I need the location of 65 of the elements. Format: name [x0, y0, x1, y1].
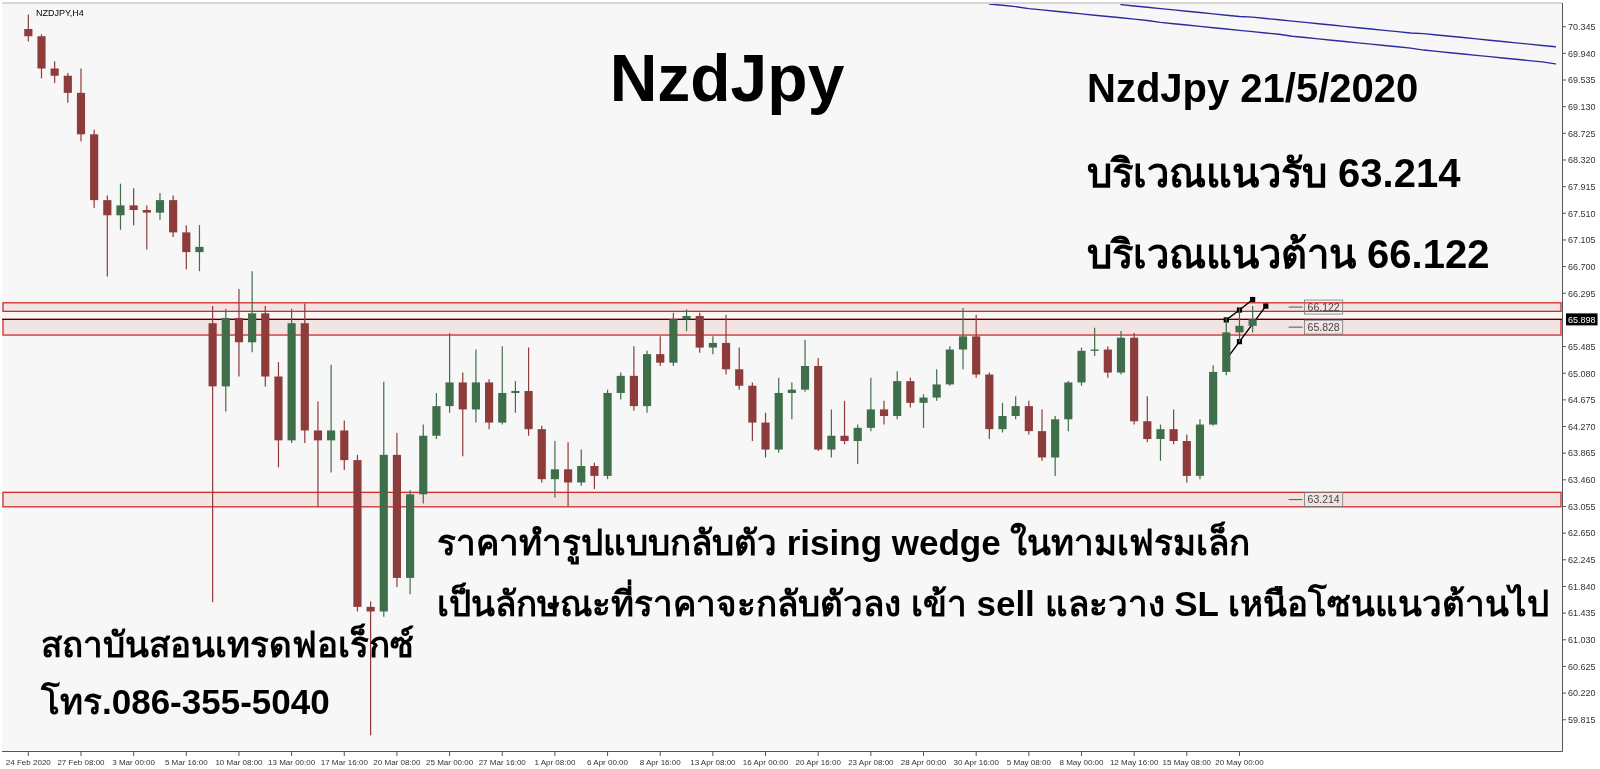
x-tick-label: 1 Apr 08:00 [534, 757, 576, 767]
x-tick-label: 12 May 16:00 [1109, 757, 1159, 767]
y-tick-label: 61.435 [1568, 608, 1596, 619]
y-tick-label: 66.700 [1568, 261, 1596, 272]
x-tick-label: 15 May 08:00 [1162, 757, 1212, 767]
y-tick-label: 67.915 [1568, 181, 1596, 192]
x-tick-label: 5 May 08:00 [1006, 757, 1051, 767]
band-label: 63.214 [1304, 492, 1344, 507]
band-label: 66.122 [1307, 300, 1340, 313]
y-tick-label: 63.865 [1568, 448, 1596, 459]
y-tick-label: 68.320 [1568, 155, 1596, 166]
y-tick-label: 69.535 [1568, 75, 1596, 86]
y-tick-label: 65.485 [1568, 341, 1596, 352]
y-tick-label: 69.130 [1568, 101, 1596, 112]
y-tick-label: 70.345 [1568, 22, 1596, 32]
y-tick-label: 59.815 [1568, 715, 1596, 726]
annotation: โทร.086-355-5040 [41, 680, 330, 723]
title: NzdJpy [609, 41, 845, 115]
x-tick-label: 6 Apr 00:00 [587, 757, 629, 767]
annotation: บริเวณแนวต้าน 66.122 [1087, 231, 1490, 279]
y-tick-label: 67.105 [1568, 235, 1596, 246]
y-tick-label: 66.295 [1568, 288, 1596, 299]
x-tick-label: 28 Apr 00:00 [900, 757, 947, 767]
x-tick-label: 30 Apr 16:00 [953, 757, 999, 767]
y-tick-label: 68.725 [1568, 128, 1596, 139]
x-tick-label: 8 May 00:00 [1059, 757, 1104, 767]
x-tick-label: 20 Apr 16:00 [795, 757, 841, 767]
x-tick-label: 13 Mar 00:00 [268, 757, 316, 767]
x-tick-label: 5 Mar 16:00 [164, 757, 208, 767]
annotation: NZDJPY,H4 [36, 6, 84, 20]
x-tick-label: 17 Mar 16:00 [320, 757, 368, 767]
y-tick-label: 64.270 [1568, 421, 1596, 432]
x-tick-label: 25 Mar 00:00 [426, 757, 474, 767]
annotation: บริเวณแนวรับ 63.214 [1087, 150, 1461, 198]
x-tick-label: 24 Feb 2020 [5, 757, 51, 767]
band-label: 65.828 [1304, 319, 1344, 335]
x-tick-label: 23 Apr 08:00 [848, 757, 894, 767]
x-tick-label: 3 Mar 00:00 [112, 757, 155, 767]
y-tick-label: 65.080 [1568, 368, 1596, 379]
ref-line-label: 65.898 [1568, 314, 1596, 325]
y-tick-label: 60.625 [1568, 661, 1596, 672]
y-tick-label: 69.940 [1568, 48, 1596, 59]
band-label: 66.122 [1304, 299, 1344, 315]
band-label: 65.828 [1307, 320, 1340, 333]
x-tick-label: 8 Apr 16:00 [639, 757, 681, 767]
x-tick-label: 16 Apr 00:00 [742, 757, 789, 767]
y-tick-label: 64.675 [1568, 395, 1596, 406]
y-tick-label: 61.030 [1568, 635, 1596, 646]
annotation: ราคาทำรูปแบบกลับตัว rising wedge ในทามเฟรมเล็ก [437, 514, 1251, 571]
annotation: NzdJpy 21/5/2020 [1087, 65, 1419, 113]
y-tick-label: 67.510 [1568, 208, 1596, 219]
y-tick-label: 62.650 [1568, 528, 1596, 539]
x-tick-label: 10 Mar 08:00 [215, 757, 263, 767]
band-label: 63.214 [1307, 493, 1340, 506]
y-tick-label: 62.245 [1568, 555, 1596, 566]
x-tick-label: 27 Feb 08:00 [57, 757, 105, 767]
y-tick-label: 63.460 [1568, 475, 1596, 486]
x-tick-label: 20 May 00:00 [1215, 757, 1264, 767]
x-tick-label: 27 Mar 16:00 [478, 757, 526, 767]
annotation: เป็นลักษณะที่ราคาจะกลับตัวลง เข้า sell และวาง SL เหนือโซนแนวต้านไป [437, 575, 1550, 632]
y-tick-label: 60.220 [1568, 688, 1596, 699]
x-tick-label: 20 Mar 08:00 [373, 757, 421, 767]
x-tick-label: 13 Apr 08:00 [690, 757, 736, 767]
y-tick-label: 63.055 [1568, 501, 1596, 512]
y-tick-label: 61.840 [1568, 581, 1596, 592]
